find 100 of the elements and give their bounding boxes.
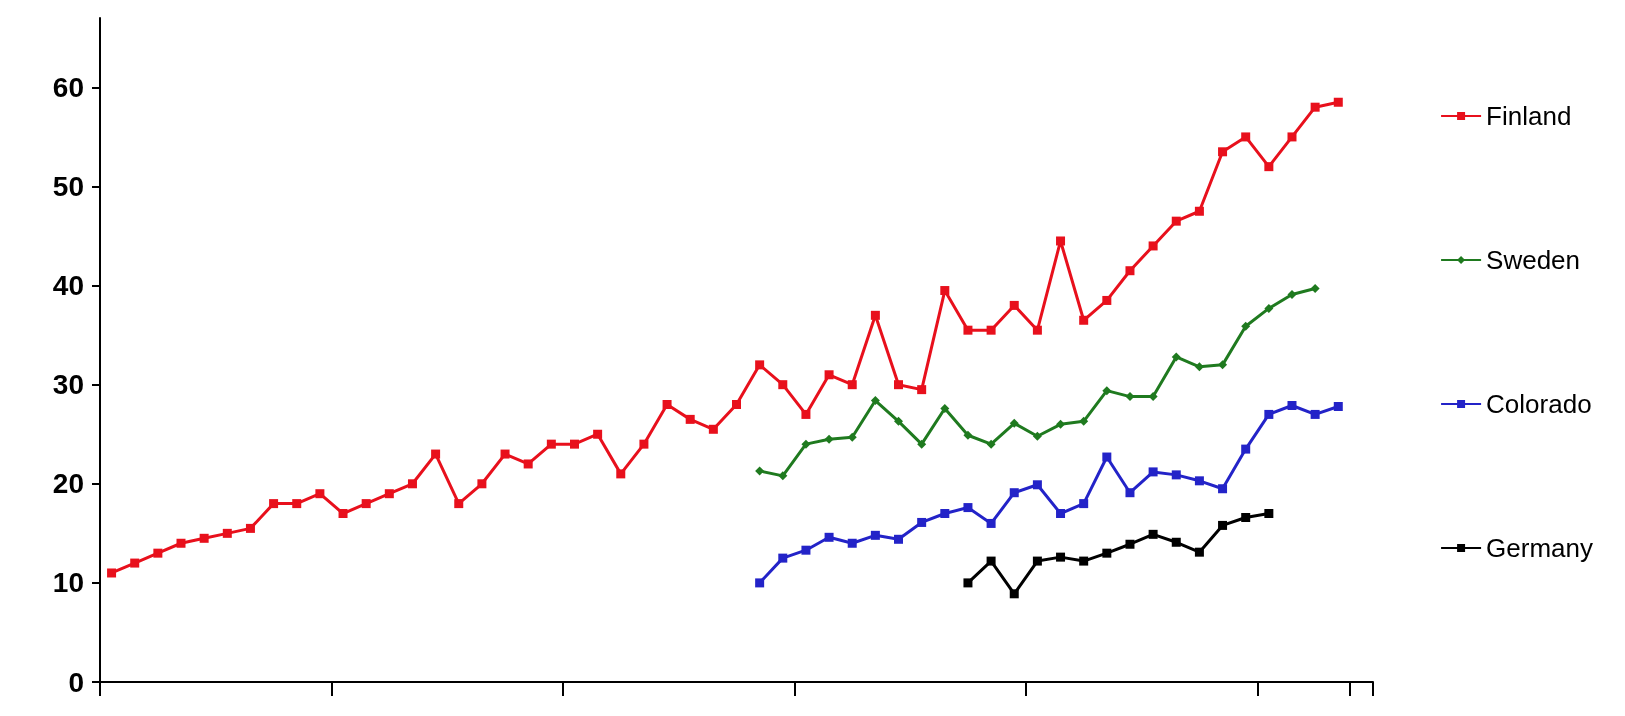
point bbox=[1125, 266, 1135, 276]
y-tick-label: 0 bbox=[68, 666, 84, 698]
point bbox=[1333, 97, 1343, 107]
point bbox=[1194, 206, 1204, 216]
point bbox=[940, 286, 950, 296]
point bbox=[1171, 537, 1181, 547]
point bbox=[1241, 512, 1251, 522]
point bbox=[315, 489, 325, 499]
point bbox=[1009, 300, 1019, 310]
point bbox=[870, 396, 880, 406]
point bbox=[569, 439, 579, 449]
point bbox=[1056, 552, 1066, 562]
point bbox=[1241, 321, 1251, 331]
point bbox=[778, 380, 788, 390]
y-tick-label: 10 bbox=[52, 567, 84, 599]
point bbox=[292, 499, 302, 509]
point bbox=[1148, 529, 1158, 539]
point bbox=[1171, 216, 1181, 226]
point bbox=[755, 466, 765, 476]
point bbox=[1287, 290, 1297, 299]
point bbox=[1032, 431, 1042, 441]
point bbox=[986, 325, 996, 335]
point bbox=[940, 509, 950, 519]
point bbox=[1171, 352, 1181, 362]
point bbox=[801, 439, 811, 449]
point bbox=[1194, 547, 1204, 557]
point bbox=[546, 439, 556, 449]
point bbox=[1218, 360, 1228, 370]
point bbox=[222, 528, 232, 538]
point bbox=[431, 449, 441, 459]
point bbox=[847, 380, 857, 390]
point bbox=[384, 489, 394, 499]
point bbox=[963, 578, 973, 588]
legend-label: Finland bbox=[1486, 101, 1572, 131]
y-tick-label: 20 bbox=[52, 468, 84, 500]
point bbox=[685, 414, 695, 424]
point bbox=[755, 360, 765, 370]
point bbox=[824, 434, 834, 444]
point bbox=[523, 459, 533, 469]
point bbox=[917, 517, 927, 527]
point bbox=[153, 548, 163, 558]
point bbox=[662, 400, 672, 410]
point bbox=[1009, 589, 1019, 599]
point bbox=[1032, 480, 1042, 490]
point bbox=[1241, 444, 1251, 454]
point bbox=[894, 416, 904, 426]
point bbox=[1056, 236, 1066, 246]
point bbox=[708, 424, 718, 434]
point bbox=[1125, 488, 1135, 498]
point bbox=[454, 499, 464, 509]
legend-label: Germany bbox=[1486, 533, 1593, 563]
point bbox=[824, 370, 834, 380]
point bbox=[477, 479, 487, 489]
point bbox=[1009, 418, 1019, 428]
point bbox=[894, 534, 904, 544]
point bbox=[1009, 488, 1019, 498]
point bbox=[1056, 509, 1066, 519]
point bbox=[639, 439, 649, 449]
point bbox=[1102, 548, 1112, 558]
point bbox=[801, 545, 811, 555]
point bbox=[755, 578, 765, 588]
point bbox=[1287, 132, 1297, 142]
point bbox=[1287, 401, 1297, 410]
point bbox=[500, 449, 510, 459]
point bbox=[1310, 284, 1320, 294]
point bbox=[778, 471, 788, 481]
point bbox=[1171, 470, 1181, 480]
point bbox=[1310, 102, 1320, 112]
point bbox=[1125, 539, 1135, 549]
point bbox=[986, 556, 996, 566]
point bbox=[107, 568, 117, 578]
point bbox=[1148, 467, 1158, 477]
point bbox=[870, 310, 880, 320]
point bbox=[1264, 409, 1274, 419]
point bbox=[824, 532, 834, 542]
point bbox=[894, 380, 904, 390]
point bbox=[1079, 556, 1089, 566]
point bbox=[1264, 303, 1274, 313]
point bbox=[1102, 295, 1112, 305]
point bbox=[732, 400, 741, 410]
y-tick-label: 50 bbox=[52, 170, 84, 202]
point bbox=[1333, 401, 1343, 411]
point bbox=[199, 533, 209, 543]
point bbox=[1032, 325, 1042, 335]
point bbox=[407, 479, 417, 489]
point bbox=[245, 523, 255, 533]
point bbox=[1079, 416, 1089, 426]
point bbox=[1241, 132, 1251, 142]
y-tick-label: 30 bbox=[52, 369, 84, 401]
point bbox=[269, 499, 279, 509]
point bbox=[1148, 241, 1158, 251]
point bbox=[1079, 499, 1089, 509]
point bbox=[1102, 386, 1112, 396]
point bbox=[1218, 520, 1228, 530]
point bbox=[1032, 556, 1042, 566]
point bbox=[1079, 315, 1089, 325]
point bbox=[361, 499, 371, 509]
point bbox=[940, 403, 950, 413]
point bbox=[176, 538, 186, 548]
point bbox=[963, 430, 973, 440]
